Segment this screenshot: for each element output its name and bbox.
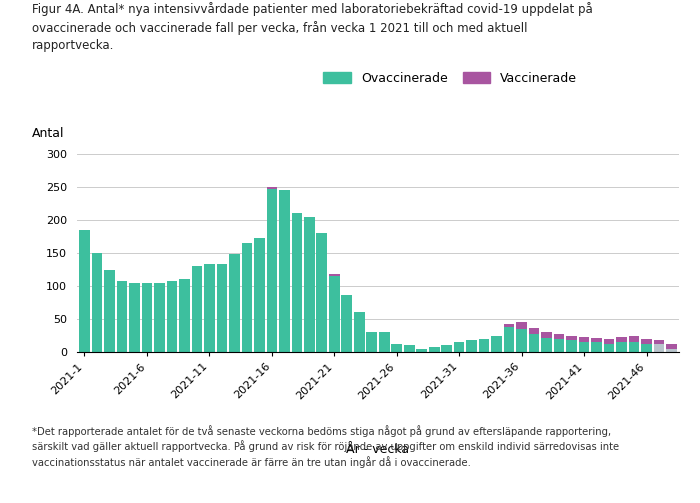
Bar <box>566 336 577 340</box>
Text: Antal: Antal <box>32 127 64 140</box>
Bar <box>541 338 552 352</box>
Bar <box>554 334 564 339</box>
Bar <box>592 338 602 342</box>
Bar <box>504 324 514 327</box>
Bar <box>291 213 302 352</box>
Bar <box>391 344 402 352</box>
Bar <box>179 280 190 352</box>
Bar <box>204 264 215 352</box>
Bar <box>666 349 677 352</box>
Bar <box>641 339 652 344</box>
Bar <box>504 327 514 352</box>
Bar <box>579 342 589 352</box>
Bar <box>104 270 115 352</box>
Bar <box>579 337 589 342</box>
Bar <box>92 253 102 352</box>
Bar <box>229 254 239 352</box>
Bar <box>528 328 540 333</box>
Bar <box>354 312 365 352</box>
Text: Figur 4A. Antal* nya intensivvårdade patienter med laboratoriebekräftad covid-19: Figur 4A. Antal* nya intensivvårdade pat… <box>32 3 592 52</box>
Bar <box>629 342 639 352</box>
Bar <box>241 243 252 352</box>
Bar <box>466 340 477 352</box>
Bar <box>379 332 390 352</box>
Bar <box>666 344 677 349</box>
Bar <box>79 230 90 352</box>
Bar <box>404 346 414 352</box>
Bar <box>216 264 228 352</box>
Bar <box>566 340 577 352</box>
Bar <box>541 332 552 338</box>
Bar <box>254 238 265 352</box>
Bar <box>604 339 615 344</box>
Bar <box>117 281 127 352</box>
Bar <box>517 329 527 352</box>
Text: *Det rapporterade antalet för de två senaste veckorna bedöms stiga något på grun: *Det rapporterade antalet för de två sen… <box>32 425 619 468</box>
Bar <box>192 266 202 352</box>
Bar <box>554 339 564 352</box>
Bar <box>528 333 540 352</box>
Bar <box>454 342 465 352</box>
Bar <box>329 276 340 352</box>
Bar <box>141 284 153 352</box>
Bar <box>167 281 177 352</box>
Bar <box>616 337 627 342</box>
Bar <box>267 189 277 352</box>
Bar <box>604 344 615 352</box>
Bar <box>366 332 377 352</box>
Bar <box>442 346 452 352</box>
Bar <box>491 336 502 352</box>
Bar <box>629 337 639 342</box>
Bar <box>654 340 664 344</box>
Bar <box>654 344 664 352</box>
Bar <box>517 322 527 329</box>
Bar <box>304 217 314 352</box>
Bar <box>267 187 277 189</box>
Bar <box>641 344 652 352</box>
Bar <box>342 295 352 352</box>
Bar <box>329 274 340 276</box>
Bar <box>429 347 440 352</box>
Bar <box>279 190 290 352</box>
Bar <box>129 283 140 352</box>
Bar <box>416 349 427 352</box>
Bar <box>479 339 489 352</box>
Legend: Ovaccinerade, Vaccinerade: Ovaccinerade, Vaccinerade <box>318 67 582 90</box>
Bar <box>316 233 327 352</box>
Bar <box>592 342 602 352</box>
Bar <box>154 283 164 352</box>
X-axis label: År - vecka: År - vecka <box>346 443 410 456</box>
Bar <box>616 342 627 352</box>
